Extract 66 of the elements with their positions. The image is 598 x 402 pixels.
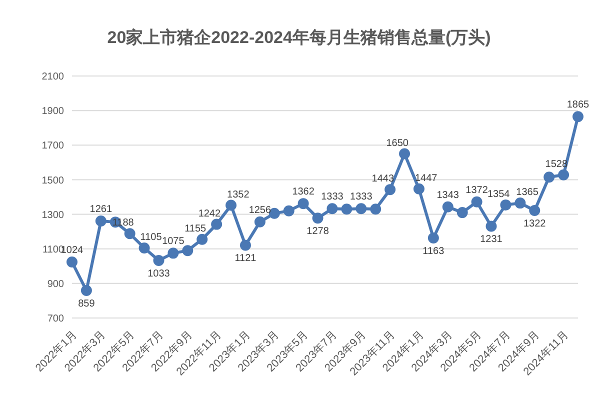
data-label: 1354 <box>487 188 510 200</box>
data-label: 1650 <box>386 138 409 149</box>
point <box>544 172 555 183</box>
data-label: 1155 <box>184 223 207 234</box>
point <box>80 285 92 296</box>
chart-title: 20家上市猪企2022-2024年每月生猪销售总量(万头) <box>106 27 492 49</box>
data-label: 1121 <box>234 253 257 264</box>
point <box>456 207 468 218</box>
point <box>341 204 352 215</box>
point <box>312 212 324 224</box>
y-tick-label: 2100 <box>42 72 64 83</box>
point <box>182 245 194 256</box>
data-label: 1105 <box>140 232 162 243</box>
data-label: 1322 <box>524 218 546 230</box>
point <box>428 232 439 244</box>
point <box>211 218 222 230</box>
point <box>442 201 454 212</box>
data-label: 1333 <box>321 192 344 203</box>
data-label: 1231 <box>480 234 503 246</box>
point <box>168 248 179 259</box>
data-label: 1256 <box>248 204 272 216</box>
point <box>413 183 424 194</box>
y-tick-label: 1900 <box>42 106 64 118</box>
point <box>254 216 266 228</box>
point <box>298 198 309 210</box>
point <box>356 203 367 214</box>
point <box>66 256 78 268</box>
y-tick-label: 1300 <box>42 210 64 221</box>
point <box>326 203 338 214</box>
y-tick-label: 1700 <box>42 140 64 152</box>
point <box>196 234 208 245</box>
data-label: 859 <box>78 298 96 310</box>
data-label: 1242 <box>198 208 222 220</box>
point <box>399 148 410 160</box>
y-tick-label: 700 <box>47 314 64 325</box>
data-label: 1343 <box>436 190 460 201</box>
point <box>471 196 482 208</box>
data-label: 1278 <box>306 226 330 238</box>
point <box>226 200 237 211</box>
point <box>500 199 512 210</box>
data-label: 1362 <box>292 186 315 198</box>
point <box>529 204 540 216</box>
data-label: 1447 <box>414 172 438 184</box>
point <box>370 204 382 215</box>
point <box>124 228 136 240</box>
point <box>283 205 294 216</box>
data-label: 1352 <box>227 189 250 200</box>
point <box>240 240 251 251</box>
point <box>514 198 526 209</box>
point <box>153 254 164 266</box>
point <box>95 216 106 227</box>
data-label: 1333 <box>350 192 373 203</box>
point <box>486 220 497 232</box>
point <box>138 242 150 254</box>
point <box>572 111 584 122</box>
y-tick-label: 1500 <box>42 175 64 186</box>
data-label: 1261 <box>90 204 112 216</box>
data-label: 1163 <box>422 246 445 257</box>
point <box>558 169 570 180</box>
data-label: 1033 <box>148 268 170 280</box>
data-label: 1075 <box>162 236 185 248</box>
data-label: 1865 <box>566 100 590 111</box>
data-label: 1372 <box>466 184 488 196</box>
y-tick-label: 900 <box>47 278 64 290</box>
point <box>384 184 396 196</box>
data-label: 1365 <box>516 187 539 198</box>
